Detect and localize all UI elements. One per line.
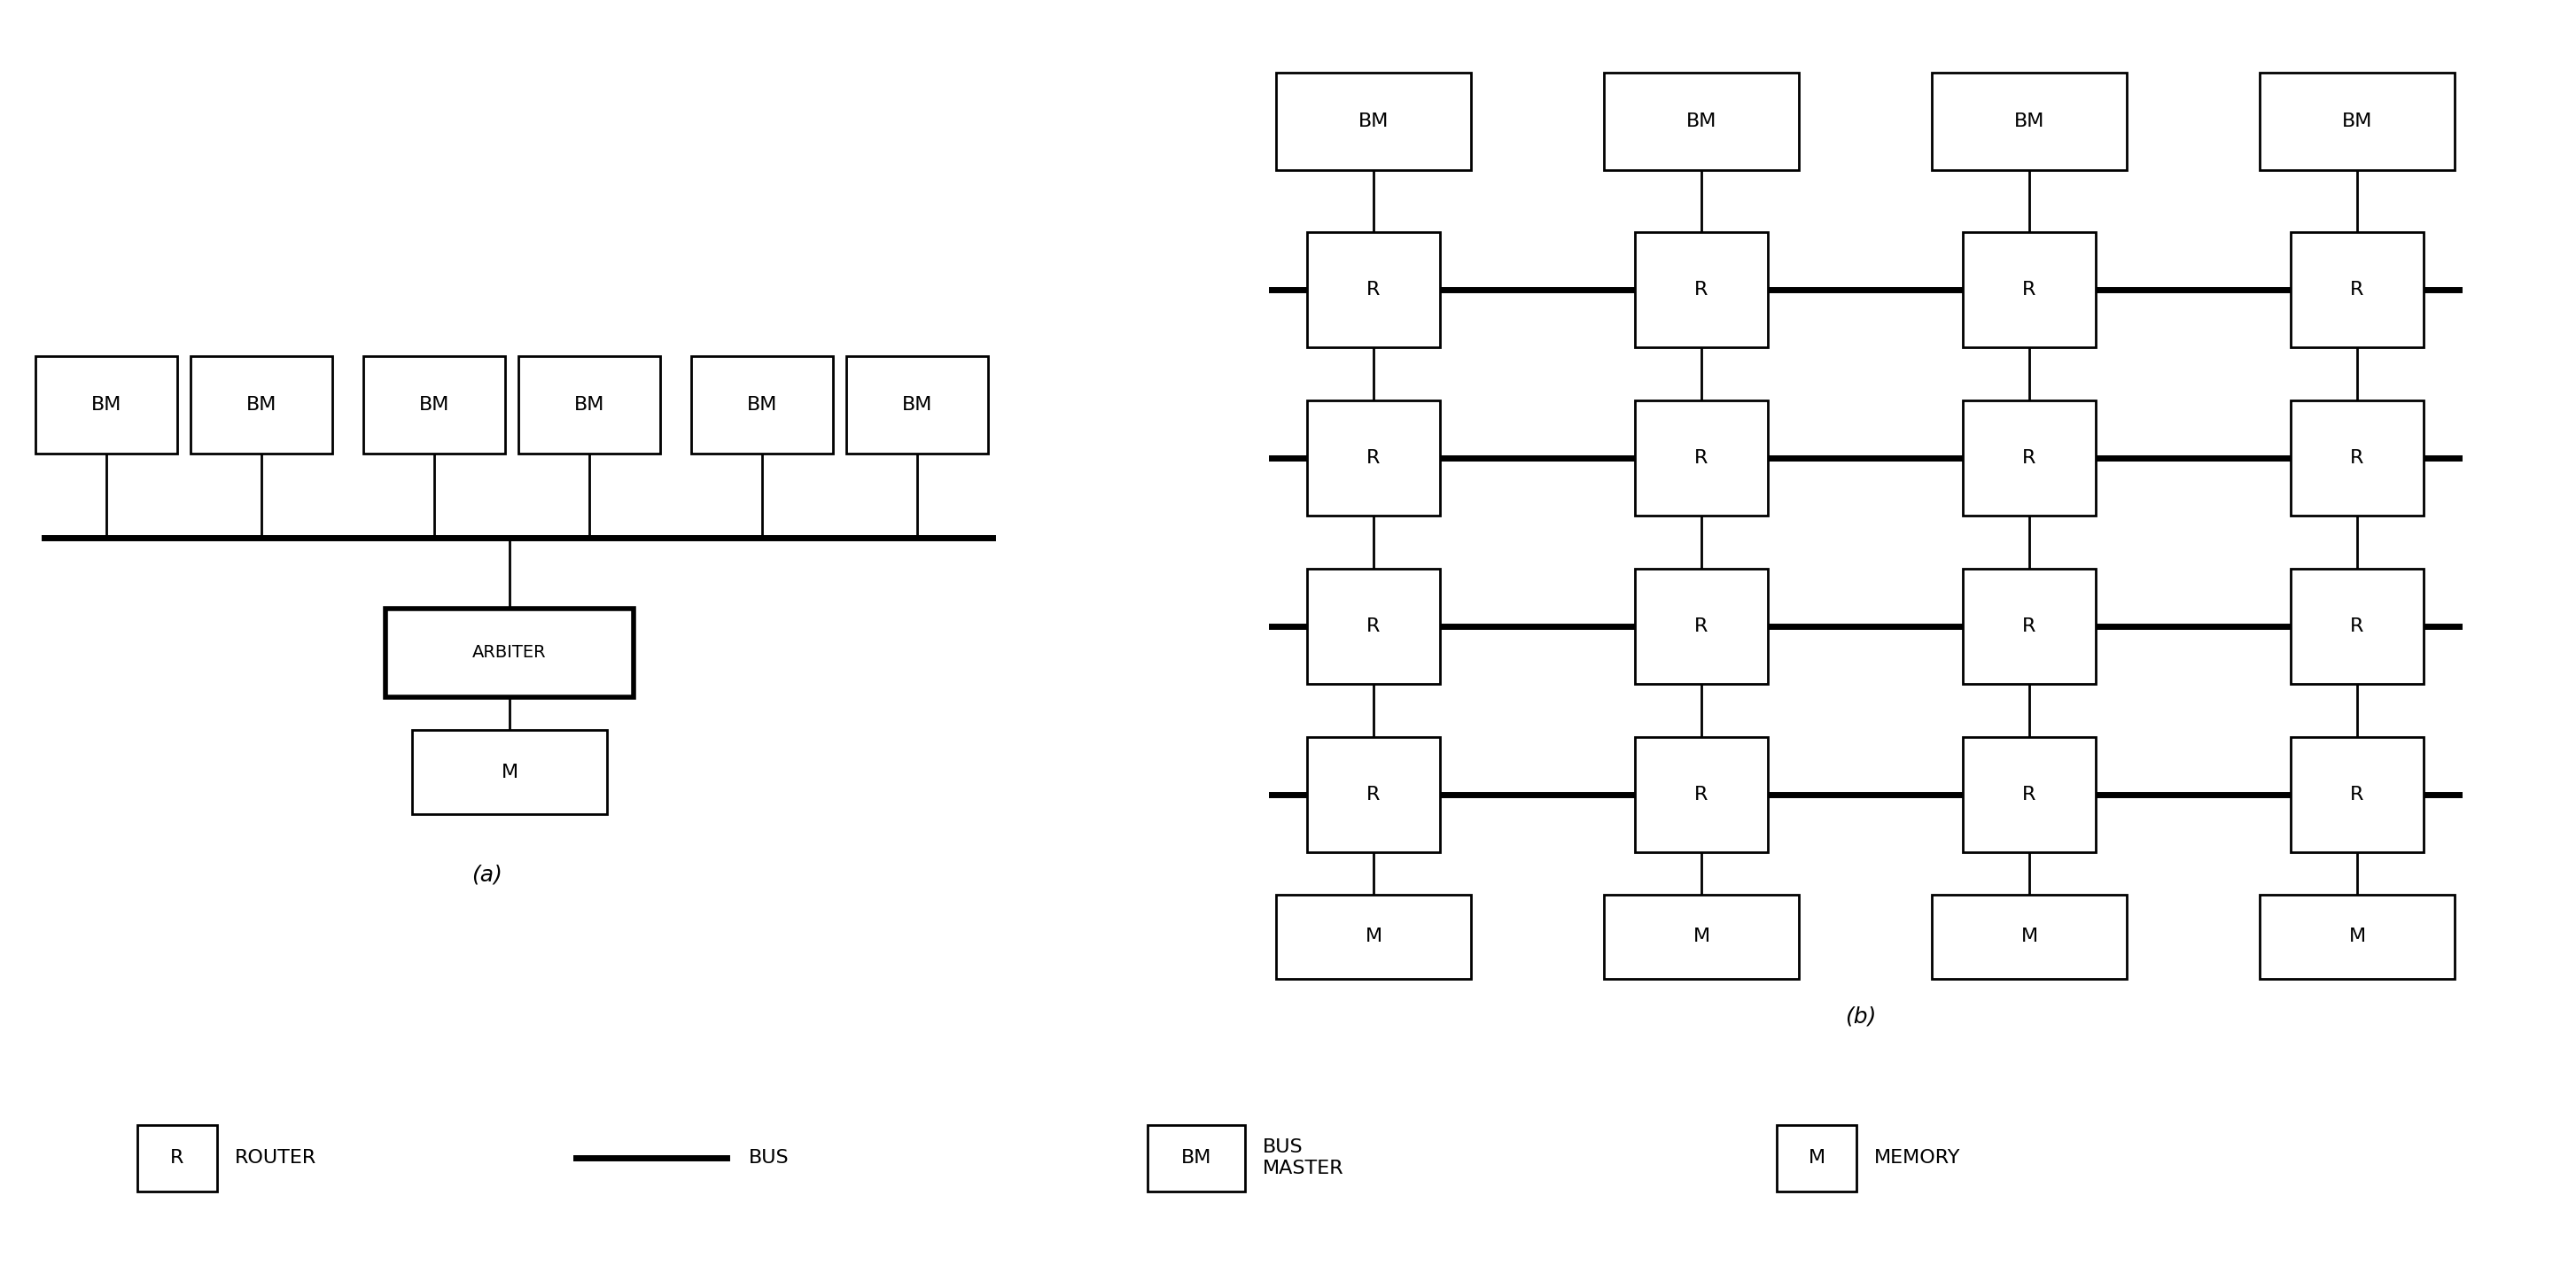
Text: BM: BM bbox=[1358, 112, 1388, 130]
Bar bbox=[2290, 737, 2424, 852]
Bar bbox=[1275, 73, 1471, 171]
Text: BM: BM bbox=[902, 396, 933, 414]
Bar bbox=[1275, 895, 1471, 979]
Bar bbox=[1306, 569, 1440, 684]
Bar bbox=[1306, 737, 1440, 852]
Text: R: R bbox=[1695, 449, 1708, 467]
Bar bbox=[1605, 895, 1798, 979]
Text: R: R bbox=[1695, 281, 1708, 299]
Bar bbox=[1636, 569, 1767, 684]
Bar bbox=[2290, 569, 2424, 684]
Bar bbox=[1605, 73, 1798, 171]
Text: M: M bbox=[2020, 928, 2038, 946]
Bar bbox=[1963, 737, 2097, 852]
Bar bbox=[1963, 232, 2097, 348]
Text: BM: BM bbox=[90, 396, 121, 414]
Text: MEMORY: MEMORY bbox=[1875, 1150, 1960, 1166]
Text: R: R bbox=[1368, 785, 1381, 803]
Bar bbox=[1932, 73, 2128, 171]
Text: R: R bbox=[2349, 449, 2365, 467]
Bar bbox=[1963, 569, 2097, 684]
Bar bbox=[2290, 232, 2424, 348]
Text: M: M bbox=[1808, 1150, 1824, 1166]
Text: BM: BM bbox=[747, 396, 778, 414]
Text: BM: BM bbox=[420, 396, 448, 414]
Text: R: R bbox=[1368, 617, 1381, 635]
Text: R: R bbox=[2022, 281, 2035, 299]
Text: R: R bbox=[1368, 281, 1381, 299]
Text: R: R bbox=[1695, 617, 1708, 635]
Text: R: R bbox=[170, 1150, 183, 1166]
Bar bbox=[1636, 232, 1767, 348]
Bar bbox=[1306, 232, 1440, 348]
Bar bbox=[1636, 737, 1767, 852]
Text: (a): (a) bbox=[471, 863, 502, 885]
Bar bbox=[191, 356, 332, 453]
Text: BM: BM bbox=[1687, 112, 1716, 130]
Bar bbox=[363, 356, 505, 453]
Text: BM: BM bbox=[2342, 112, 2372, 130]
Bar bbox=[2259, 73, 2455, 171]
Bar bbox=[1306, 401, 1440, 516]
Text: R: R bbox=[1368, 449, 1381, 467]
Text: ROUTER: ROUTER bbox=[234, 1150, 317, 1166]
Bar bbox=[848, 356, 989, 453]
Bar bbox=[137, 1124, 216, 1192]
Text: R: R bbox=[2349, 785, 2365, 803]
Text: M: M bbox=[1692, 928, 1710, 946]
Text: R: R bbox=[2022, 785, 2035, 803]
Text: BM: BM bbox=[1180, 1150, 1211, 1166]
Text: BUS
MASTER: BUS MASTER bbox=[1262, 1138, 1345, 1178]
Text: R: R bbox=[1695, 785, 1708, 803]
Text: R: R bbox=[2349, 281, 2365, 299]
Bar bbox=[1963, 401, 2097, 516]
Bar bbox=[1932, 895, 2128, 979]
Text: M: M bbox=[502, 764, 518, 782]
Bar bbox=[412, 731, 608, 815]
Text: BUS: BUS bbox=[750, 1150, 788, 1166]
Text: M: M bbox=[1365, 928, 1381, 946]
Bar bbox=[518, 356, 659, 453]
Bar bbox=[2290, 401, 2424, 516]
Bar bbox=[690, 356, 832, 453]
Text: BM: BM bbox=[574, 396, 605, 414]
Text: BM: BM bbox=[247, 396, 276, 414]
Text: R: R bbox=[2022, 617, 2035, 635]
Text: ARBITER: ARBITER bbox=[471, 644, 546, 661]
Text: M: M bbox=[2349, 928, 2365, 946]
Text: R: R bbox=[2022, 449, 2035, 467]
Bar bbox=[36, 356, 178, 453]
Text: R: R bbox=[2349, 617, 2365, 635]
Text: (b): (b) bbox=[1844, 1006, 1875, 1027]
Bar bbox=[1636, 401, 1767, 516]
Text: BM: BM bbox=[2014, 112, 2045, 130]
Bar bbox=[1777, 1124, 1857, 1192]
Bar bbox=[386, 608, 634, 698]
Bar bbox=[2259, 895, 2455, 979]
Bar bbox=[1146, 1124, 1244, 1192]
